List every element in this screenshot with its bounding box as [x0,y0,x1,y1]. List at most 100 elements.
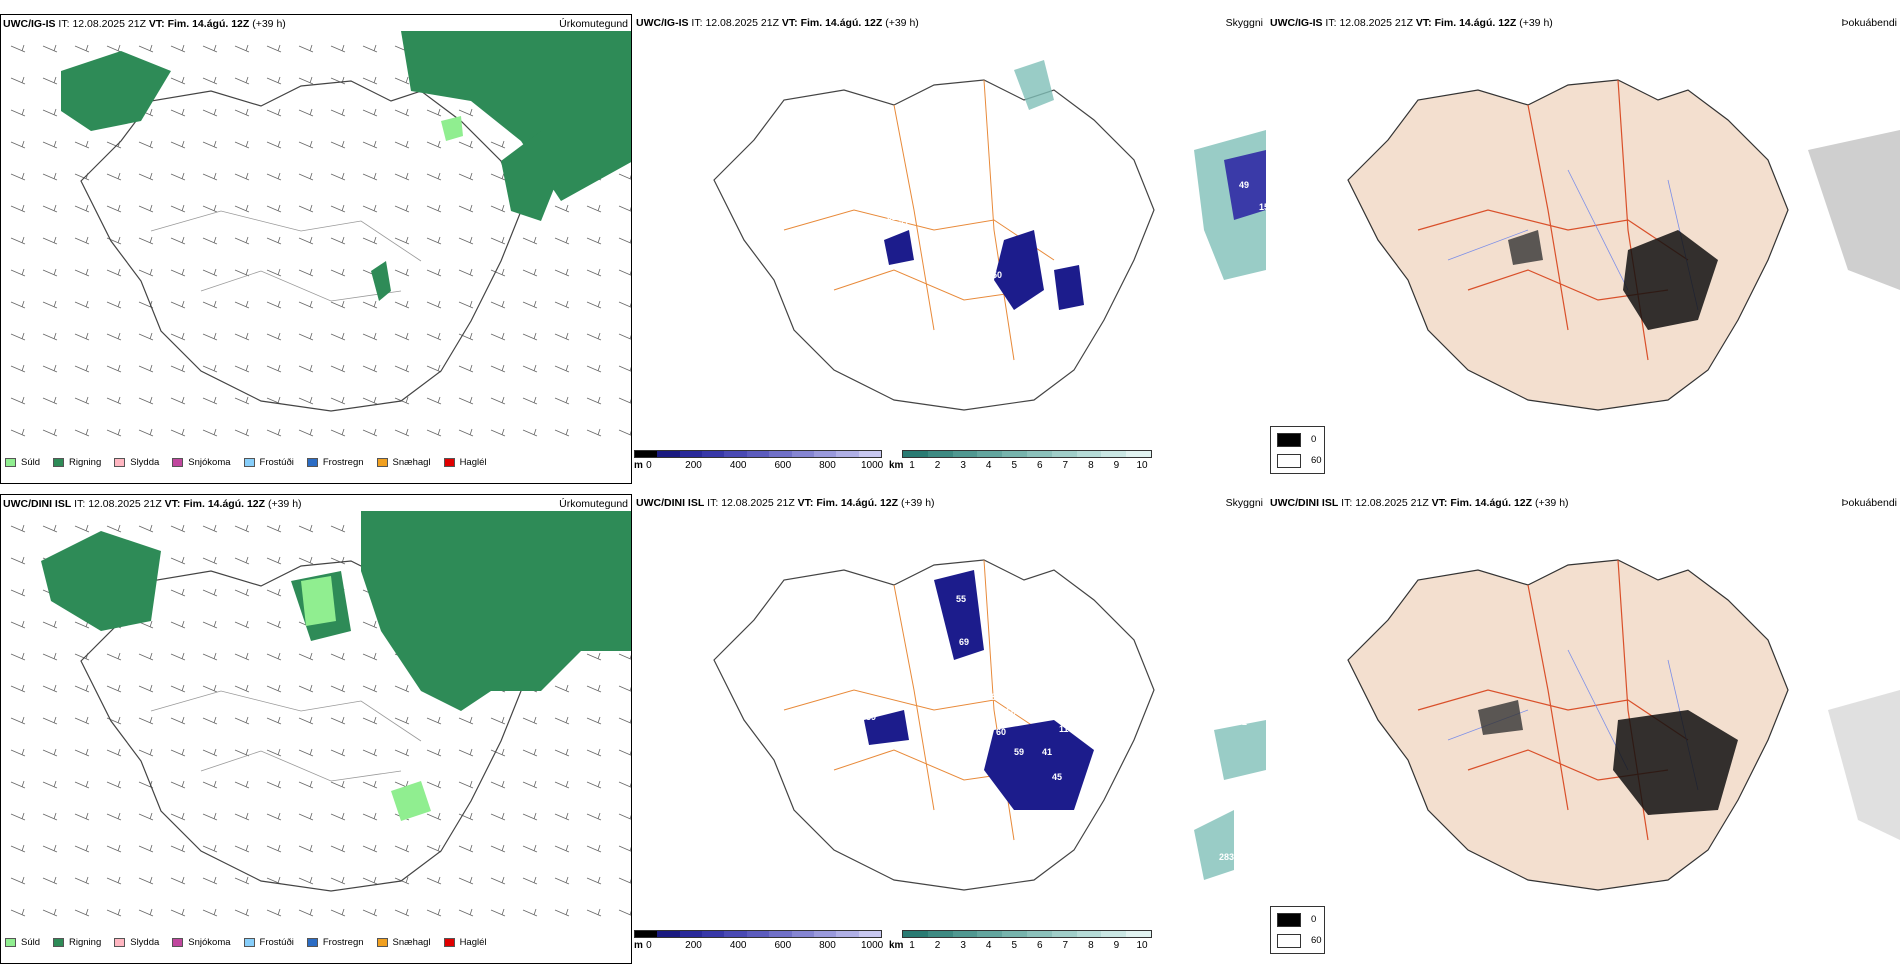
wind-barb [170,748,186,757]
wind-barb [330,716,346,725]
wind-barb [618,749,631,756]
colorbar-step [1002,451,1027,457]
wind-barb [74,428,90,437]
wind-barb [490,140,506,149]
wind-barb [170,108,186,117]
legend-swatch [443,458,455,467]
wind-barb [42,140,58,149]
colorbar-step [1126,931,1151,937]
wind-barb [362,396,378,405]
wind-barb [10,716,26,725]
colorbar-step [657,451,680,457]
wind-barb [266,908,282,917]
wind-barb [298,684,314,693]
colorbar-tick: 1000 [860,940,884,951]
wind-barb [170,204,186,213]
cloud-base-label: 152 [1232,717,1247,727]
legend-item: Snæhagl [376,937,431,948]
wind-barb [330,140,346,149]
colorbar-step [927,931,953,937]
cloud-base-label: 39 [866,712,876,722]
panel-header: UWC/IG-IS IT: 12.08.2025 21Z VT: Fim. 14… [3,18,286,30]
low-cloud-area-north [934,570,984,660]
wind-barb [426,844,442,853]
wind-barb [266,748,282,757]
wind-barb [458,300,474,309]
wind-barb [362,300,378,309]
wind-barb [10,620,26,629]
low-cloud-area [1054,265,1084,310]
wind-barb [234,524,250,533]
wind-barb [554,236,570,245]
wind-barb [106,844,122,853]
panel-title: Úrkomutegund [559,498,628,510]
colorbar-step [952,451,978,457]
legend-label: Snæhagl [392,457,431,468]
wind-barb [394,332,410,341]
wind-barb [10,140,26,149]
wind-barb [202,812,218,821]
fog-area-west [1478,700,1523,735]
wind-barb [138,716,154,725]
wind-barb [618,909,631,916]
wind-barb [458,332,474,341]
wind-barb [202,204,218,213]
wind-barb [330,780,346,789]
wind-barb [74,524,90,533]
wind-barb [330,332,346,341]
cloud-base-label: 41 [1042,747,1052,757]
wind-barb [458,844,474,853]
colorbar-step [724,931,747,937]
wind-barb [362,172,378,181]
legend-label: Snjókoma [188,457,231,468]
wind-barb [170,396,186,405]
wind-barb [266,44,282,53]
wind-barb [266,524,282,533]
panel-header: UWC/IG-IS IT: 12.08.2025 21Z VT: Fim. 14… [636,17,919,29]
wind-barb [586,684,602,693]
legend-item: Snæhagl [376,457,431,468]
wind-barb [202,748,218,757]
low-cloud-area [884,230,914,265]
cloud-base-label: 69 [959,637,969,647]
legend-item: Frostúði [243,937,294,948]
cloud-base-label: 60 [996,727,1006,737]
wind-barb [394,844,410,853]
colorbar-tick: 200 [685,940,702,951]
wind-barb [362,876,378,885]
wind-barb [426,300,442,309]
wind-barb [106,652,122,661]
wind-barb [426,172,442,181]
wind-barb [266,140,282,149]
wind-barb [170,300,186,309]
colorbar-tick: 2 [934,460,941,471]
wind-barb [234,588,250,597]
wind-barb [298,140,314,149]
wind-barb [10,364,26,373]
legend-swatch [5,938,16,947]
wind-barb [202,332,218,341]
wind-barb [490,396,506,405]
wind-barb [522,780,538,789]
wind-barb [266,716,282,725]
wind-barb [234,556,250,565]
colorbar-step [977,451,1003,457]
legend-label: Frostúði [259,457,294,468]
wind-barb [394,908,410,917]
wind-barb [554,844,570,853]
wind-barb [234,236,250,245]
wind-barb [234,204,250,213]
legend-item: Snjókoma [172,937,231,948]
fog-legend: 0 60 [1270,426,1325,474]
wind-barb [458,780,474,789]
wind-barb [618,269,631,276]
rain-area-east [501,131,561,221]
colorbar-step [903,931,928,937]
fog-legend-swatch-1 [1277,934,1301,948]
cloud-base-label: 299 [1002,74,1017,84]
wind-barb [426,364,442,373]
legend-label: Rigning [69,937,102,948]
fog-legend: 0 60 [1270,906,1325,954]
wind-barb [426,236,442,245]
wind-barb [74,204,90,213]
